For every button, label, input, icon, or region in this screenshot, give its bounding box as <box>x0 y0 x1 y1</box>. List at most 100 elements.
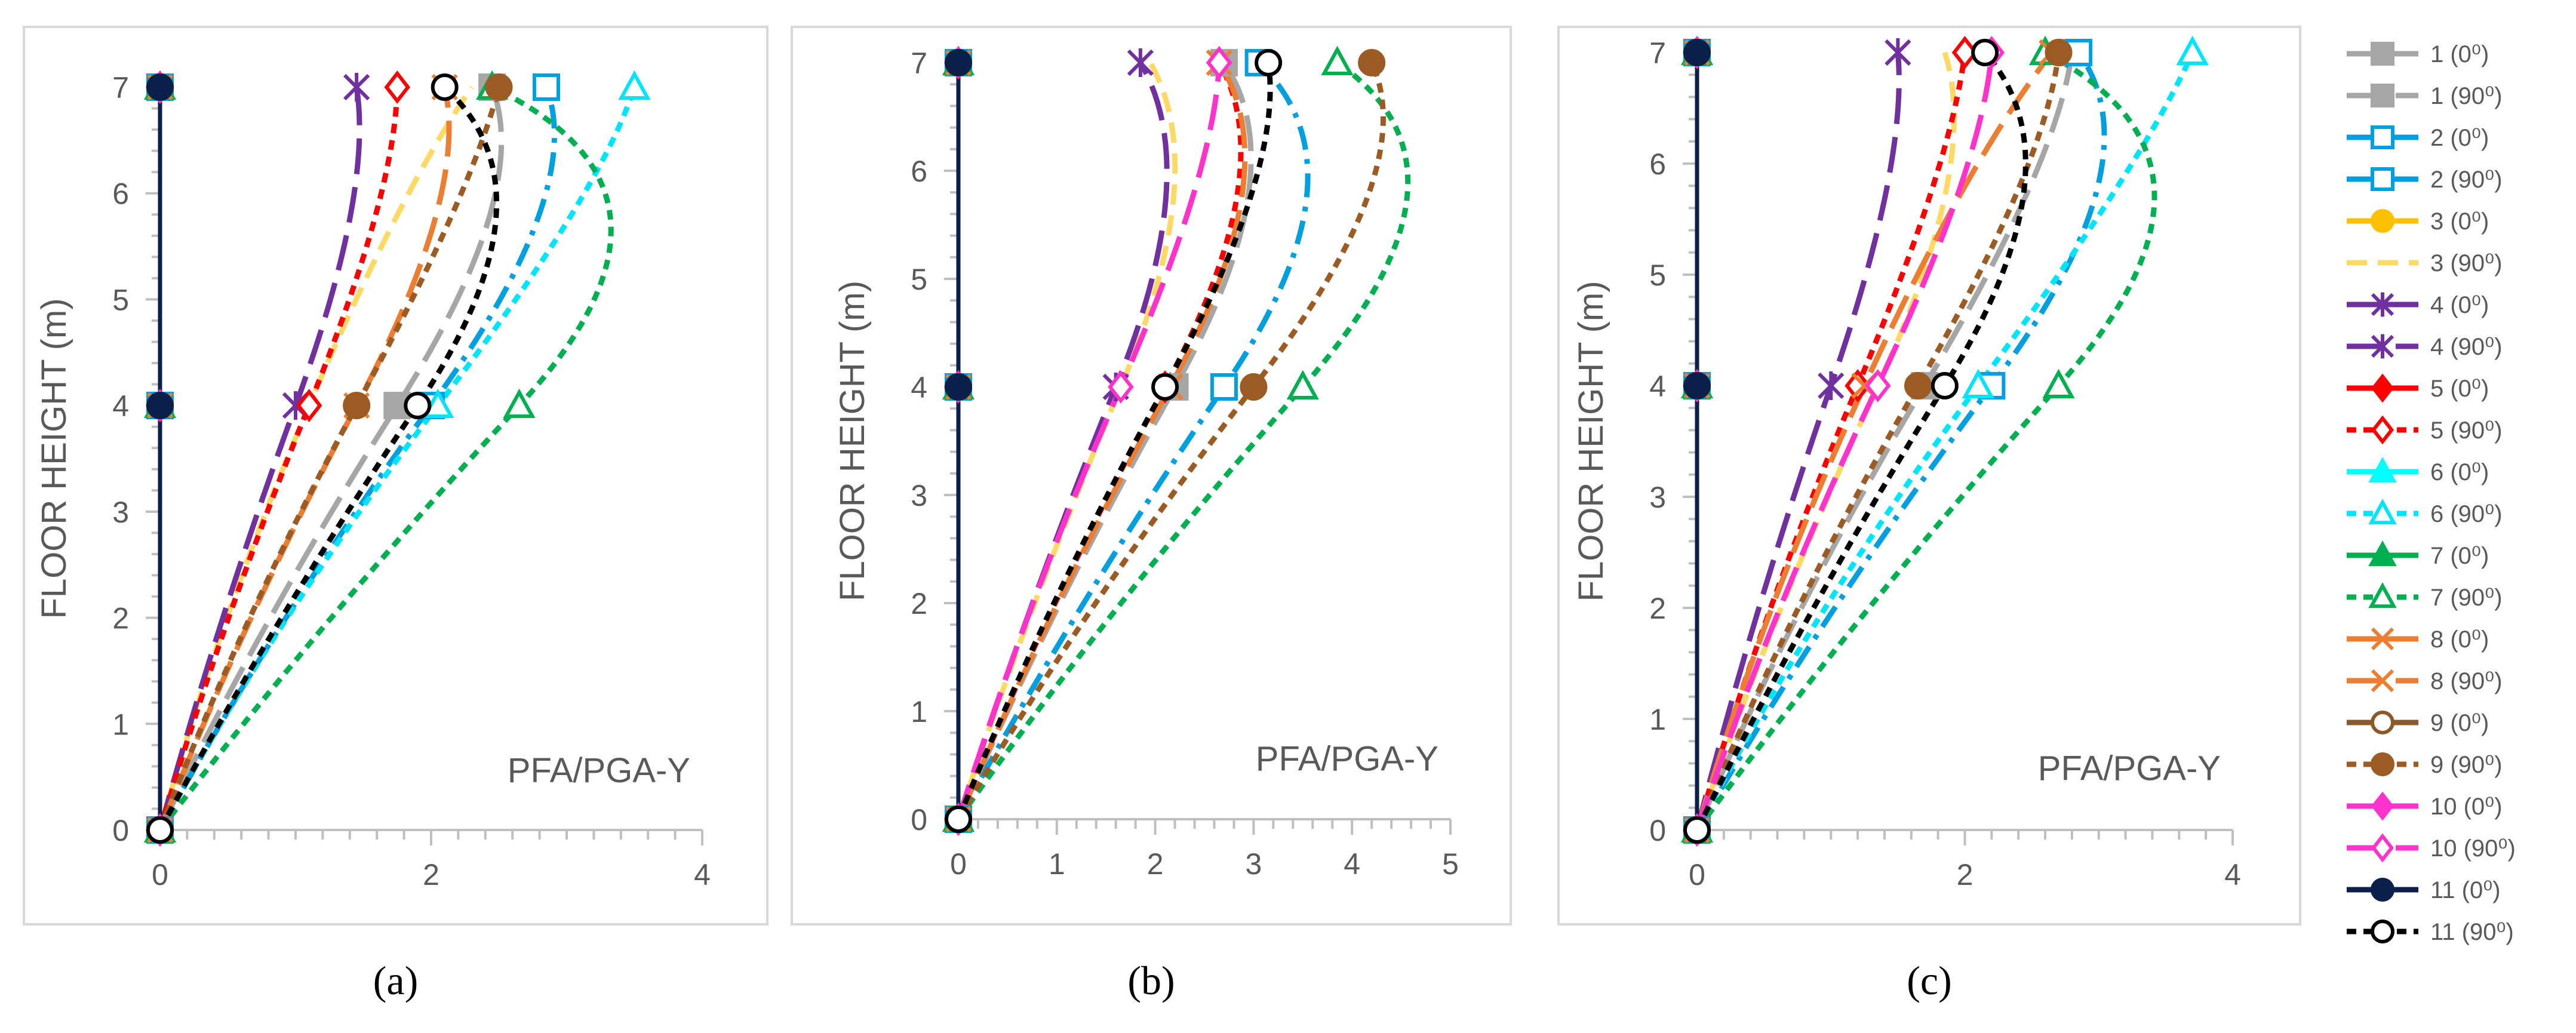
legend-label: 7 (0⁰) <box>2430 543 2489 569</box>
data-point <box>1962 368 1994 398</box>
legend-swatch-marker-shape <box>2368 457 2397 483</box>
legend-swatch-marker-shape <box>2371 209 2394 233</box>
y-tick-label: 3 <box>911 479 927 512</box>
legend-entry: 4 (90⁰) <box>2347 334 2503 360</box>
y-tick-label: 2 <box>911 587 927 620</box>
legend-label: 9 (90⁰) <box>2430 752 2503 778</box>
y-tick-label: 1 <box>1649 703 1666 736</box>
data-point-shape <box>1962 368 1994 398</box>
legend-entry: 5 (0⁰) <box>2347 373 2489 403</box>
y-axis-title: FLOOR HEIGHT (m) <box>1572 281 1610 601</box>
legend-swatch-marker <box>2371 791 2394 821</box>
data-point <box>296 389 322 423</box>
data-point <box>1845 369 1871 402</box>
data-point <box>343 73 370 102</box>
legend-label: 11 (0⁰) <box>2430 877 2501 903</box>
y-tick-label: 2 <box>1649 592 1666 625</box>
legend-label: 9 (0⁰) <box>2430 710 2489 736</box>
y-axis-title: FLOOR HEIGHT (m) <box>35 298 73 619</box>
data-point-shape <box>1683 816 1711 844</box>
data-point <box>503 388 536 419</box>
y-tick-label: 7 <box>1649 36 1666 70</box>
data-point-shape <box>1286 370 1319 399</box>
data-point-shape <box>1151 373 1179 401</box>
legend-swatch-marker <box>2371 209 2394 233</box>
data-point <box>1108 370 1134 404</box>
data-point-shape <box>343 73 370 102</box>
legend-swatch-marker-shape <box>2371 878 2394 902</box>
legend-swatch-marker-shape <box>2371 669 2394 693</box>
data-point <box>404 392 432 420</box>
data-point <box>945 373 972 401</box>
x-tick-label: 4 <box>2224 858 2241 891</box>
legend-swatch-marker-shape <box>2371 627 2394 651</box>
legend-label: 5 (0⁰) <box>2430 376 2489 402</box>
legend-swatch-marker <box>2371 125 2394 149</box>
y-tick-label: 1 <box>112 708 129 741</box>
data-point <box>1358 49 1386 76</box>
x-tick-label: 5 <box>1442 847 1459 881</box>
chart-panel-3: 0 2 4 0 1 2 3 4 5 6 7 FLOOR HEIGHT (m) PFA/PGA-Y (c) <box>1557 26 2301 1003</box>
series-line <box>158 86 557 832</box>
data-point-shape <box>1818 371 1845 400</box>
legend-entry: 6 (90⁰) <box>2347 499 2503 527</box>
legend-label: 7 (90⁰) <box>2430 585 2503 611</box>
legend-label: 6 (90⁰) <box>2430 501 2503 527</box>
data-point-shape <box>1206 46 1232 79</box>
y-tick-label: 0 <box>112 814 129 847</box>
data-point-shape <box>2042 368 2075 398</box>
data-point-shape <box>1683 372 1711 399</box>
data-point <box>2042 368 2075 398</box>
legend-entry: 11 (90⁰) <box>2347 919 2514 945</box>
data-point <box>2176 35 2209 65</box>
y-tick-label: 0 <box>1649 814 1666 847</box>
series-line <box>157 87 400 831</box>
data-point-shape <box>1971 39 1999 66</box>
data-point-shape <box>404 392 432 420</box>
legend-swatch-marker <box>2368 499 2397 525</box>
data-point-shape <box>1240 373 1268 401</box>
series-line <box>158 86 637 832</box>
data-point <box>2045 39 2073 66</box>
legend-entry: 8 (90⁰) <box>2347 668 2503 694</box>
legend-entry: 1 (0⁰) <box>2347 41 2489 67</box>
x-tick-label: 0 <box>950 847 967 881</box>
series-line <box>157 87 362 831</box>
series-line <box>1694 51 2028 831</box>
legend-label: 5 (90⁰) <box>2430 417 2503 444</box>
x-tick-label: 1 <box>1049 847 1065 881</box>
data-point-shape <box>503 388 536 419</box>
legend-label: 10 (0⁰) <box>2430 794 2503 820</box>
data-point <box>1206 46 1232 79</box>
data-point-shape <box>945 806 972 833</box>
legend-entry: 3 (90⁰) <box>2347 250 2503 276</box>
x-tick-label: 2 <box>1957 858 1974 891</box>
data-point-shape <box>1321 45 1354 75</box>
legend-entry: 9 (90⁰) <box>2347 752 2503 778</box>
legend-entry: 3 (0⁰) <box>2347 208 2489 235</box>
legend-entry: 6 (0⁰) <box>2347 457 2489 485</box>
legend-swatch-marker <box>2371 373 2394 403</box>
legend-swatch-marker-shape <box>2371 292 2394 317</box>
data-point <box>1240 373 1268 401</box>
x-tick-label: 4 <box>694 858 711 891</box>
data-point-shape <box>618 70 651 100</box>
legend-label: 3 (0⁰) <box>2430 208 2489 235</box>
legend-entry: 11 (0⁰) <box>2347 877 2501 903</box>
data-point-shape <box>2045 39 2073 66</box>
data-point <box>618 70 651 100</box>
data-point-shape <box>1683 39 1711 66</box>
legend-swatch-marker-shape <box>2371 167 2394 191</box>
panel-label: (b) <box>1127 958 1175 1003</box>
data-point <box>1286 370 1319 399</box>
legend-swatch-marker-shape <box>2368 499 2397 525</box>
y-tick-label: 7 <box>112 71 129 104</box>
data-point <box>532 73 560 101</box>
series-line <box>956 60 1311 821</box>
y-tick-label: 6 <box>911 155 927 188</box>
data-point <box>1683 816 1711 844</box>
legend-entry: 2 (90⁰) <box>2347 167 2503 193</box>
legend-label: 1 (90⁰) <box>2430 83 2503 109</box>
data-point <box>422 388 454 419</box>
